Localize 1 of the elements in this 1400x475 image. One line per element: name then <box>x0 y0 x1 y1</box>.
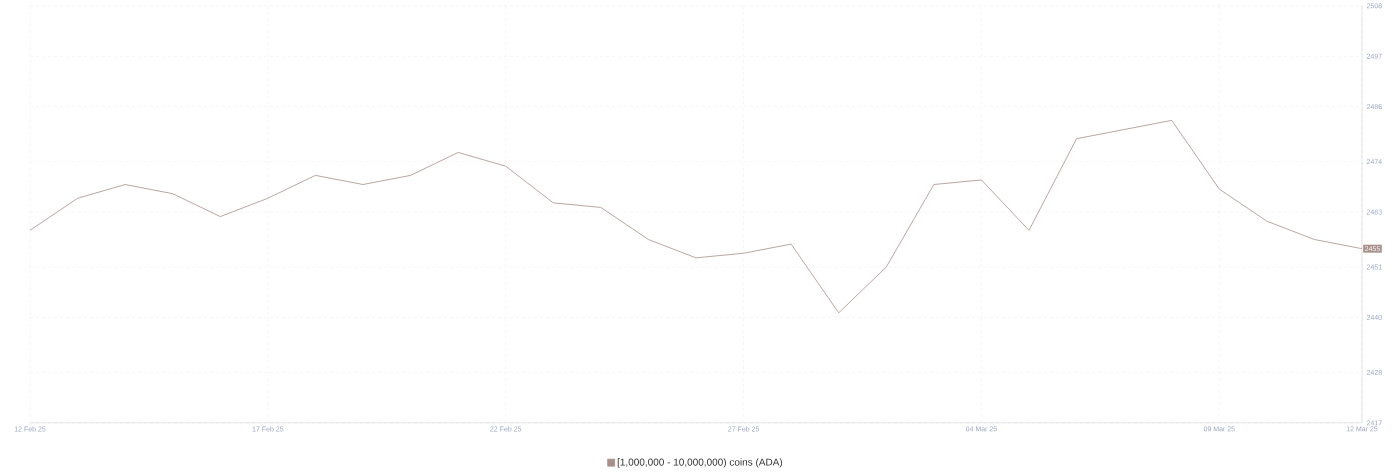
legend-label: [1,000,000 - 10,000,000) coins (ADA) <box>617 458 783 468</box>
